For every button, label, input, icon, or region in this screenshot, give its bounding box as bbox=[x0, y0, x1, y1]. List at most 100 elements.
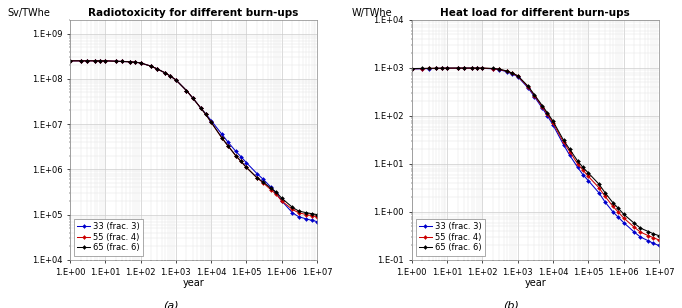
65 (frac. 6) bbox=[147, 64, 155, 68]
65 (frac. 6) bbox=[218, 136, 226, 140]
33 (frac. 3) bbox=[478, 67, 486, 70]
33 (frac. 3) bbox=[166, 74, 175, 78]
65 (frac. 6) bbox=[161, 71, 169, 75]
55 (frac. 4) bbox=[584, 175, 593, 178]
55 (frac. 4) bbox=[237, 160, 245, 163]
Legend: 33 (frac. 3), 55 (frac. 4), 65 (frac. 6): 33 (frac. 3), 55 (frac. 4), 65 (frac. 6) bbox=[74, 219, 143, 256]
55 (frac. 4) bbox=[649, 236, 657, 240]
33 (frac. 3) bbox=[224, 140, 232, 144]
65 (frac. 6) bbox=[559, 139, 567, 142]
65 (frac. 6) bbox=[288, 205, 297, 209]
33 (frac. 3) bbox=[514, 75, 522, 79]
33 (frac. 3) bbox=[630, 230, 638, 234]
65 (frac. 6) bbox=[272, 191, 280, 194]
Line: 55 (frac. 4): 55 (frac. 4) bbox=[68, 59, 318, 218]
65 (frac. 6) bbox=[118, 60, 126, 63]
55 (frac. 4) bbox=[253, 176, 261, 180]
65 (frac. 6) bbox=[125, 60, 134, 64]
65 (frac. 6) bbox=[131, 60, 139, 64]
33 (frac. 3) bbox=[574, 165, 582, 169]
55 (frac. 4) bbox=[172, 78, 180, 82]
65 (frac. 6) bbox=[182, 89, 190, 92]
55 (frac. 4) bbox=[288, 208, 297, 211]
55 (frac. 4) bbox=[118, 60, 126, 63]
33 (frac. 3) bbox=[644, 239, 653, 243]
55 (frac. 4) bbox=[232, 154, 240, 158]
65 (frac. 6) bbox=[112, 59, 120, 63]
55 (frac. 4) bbox=[531, 94, 539, 97]
55 (frac. 4) bbox=[272, 192, 280, 196]
33 (frac. 3) bbox=[489, 67, 497, 71]
55 (frac. 4) bbox=[508, 71, 516, 75]
55 (frac. 4) bbox=[83, 59, 91, 63]
33 (frac. 3) bbox=[579, 173, 587, 176]
33 (frac. 3) bbox=[432, 67, 441, 70]
65 (frac. 6) bbox=[549, 119, 557, 123]
65 (frac. 6) bbox=[253, 176, 261, 180]
55 (frac. 4) bbox=[418, 67, 426, 71]
65 (frac. 6) bbox=[630, 221, 638, 225]
55 (frac. 4) bbox=[579, 168, 587, 172]
65 (frac. 6) bbox=[267, 187, 276, 190]
55 (frac. 4) bbox=[161, 71, 169, 75]
33 (frac. 3) bbox=[196, 106, 205, 110]
33 (frac. 3) bbox=[153, 67, 162, 71]
Title: Heat load for different burn-ups: Heat load for different burn-ups bbox=[441, 8, 630, 18]
55 (frac. 4) bbox=[189, 96, 197, 100]
33 (frac. 3) bbox=[584, 179, 593, 182]
55 (frac. 4) bbox=[503, 70, 511, 73]
33 (frac. 3) bbox=[272, 191, 280, 195]
55 (frac. 4) bbox=[125, 60, 134, 64]
33 (frac. 3) bbox=[508, 72, 516, 76]
33 (frac. 3) bbox=[424, 67, 432, 71]
33 (frac. 3) bbox=[161, 71, 169, 75]
X-axis label: year: year bbox=[524, 278, 546, 288]
33 (frac. 3) bbox=[313, 220, 321, 224]
65 (frac. 6) bbox=[619, 212, 627, 216]
Line: 55 (frac. 4): 55 (frac. 4) bbox=[411, 67, 660, 241]
33 (frac. 3) bbox=[418, 67, 426, 71]
65 (frac. 6) bbox=[136, 61, 145, 65]
Line: 33 (frac. 3): 33 (frac. 3) bbox=[68, 59, 318, 223]
65 (frac. 6) bbox=[636, 226, 644, 230]
Line: 65 (frac. 6): 65 (frac. 6) bbox=[411, 67, 660, 237]
33 (frac. 3) bbox=[232, 149, 240, 153]
65 (frac. 6) bbox=[101, 59, 109, 63]
33 (frac. 3) bbox=[101, 59, 109, 63]
55 (frac. 4) bbox=[454, 66, 462, 70]
55 (frac. 4) bbox=[495, 67, 503, 71]
65 (frac. 6) bbox=[313, 213, 321, 217]
65 (frac. 6) bbox=[538, 104, 546, 107]
65 (frac. 6) bbox=[196, 106, 205, 110]
55 (frac. 4) bbox=[565, 150, 574, 153]
65 (frac. 6) bbox=[202, 112, 210, 116]
65 (frac. 6) bbox=[153, 67, 162, 71]
65 (frac. 6) bbox=[478, 66, 486, 70]
55 (frac. 4) bbox=[460, 66, 468, 70]
33 (frac. 3) bbox=[308, 218, 316, 222]
33 (frac. 3) bbox=[118, 60, 126, 63]
65 (frac. 6) bbox=[432, 66, 441, 70]
33 (frac. 3) bbox=[636, 235, 644, 239]
65 (frac. 6) bbox=[503, 69, 511, 73]
65 (frac. 6) bbox=[514, 74, 522, 77]
55 (frac. 4) bbox=[473, 66, 481, 70]
65 (frac. 6) bbox=[408, 67, 416, 71]
65 (frac. 6) bbox=[76, 59, 85, 63]
55 (frac. 4) bbox=[424, 67, 432, 70]
65 (frac. 6) bbox=[308, 212, 316, 216]
55 (frac. 4) bbox=[91, 59, 99, 63]
65 (frac. 6) bbox=[609, 201, 617, 205]
55 (frac. 4) bbox=[302, 213, 310, 217]
65 (frac. 6) bbox=[454, 66, 462, 70]
55 (frac. 4) bbox=[112, 59, 120, 63]
33 (frac. 3) bbox=[408, 67, 416, 71]
65 (frac. 6) bbox=[95, 59, 104, 63]
33 (frac. 3) bbox=[544, 114, 552, 118]
33 (frac. 3) bbox=[136, 61, 145, 65]
55 (frac. 4) bbox=[166, 74, 175, 78]
55 (frac. 4) bbox=[182, 89, 190, 92]
55 (frac. 4) bbox=[65, 59, 74, 63]
65 (frac. 6) bbox=[495, 67, 503, 71]
33 (frac. 3) bbox=[288, 211, 297, 215]
